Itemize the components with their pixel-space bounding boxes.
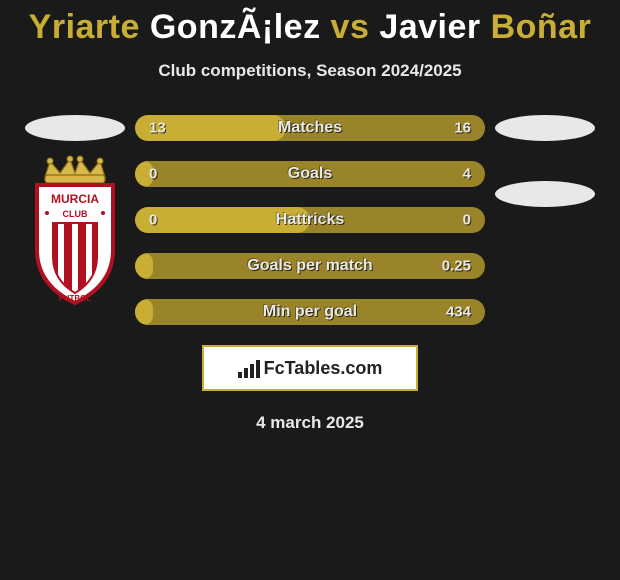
stat-right-value: 434 [446, 304, 471, 321]
crest-text-bottom: FUTBOL [59, 294, 92, 303]
stat-right-value: 0.25 [442, 258, 471, 275]
club-crest: MURCIA CLUB FUTBOL [25, 155, 125, 305]
crest-text-mid: CLUB [63, 209, 88, 219]
subtitle: Club competitions, Season 2024/2025 [0, 61, 620, 81]
stat-right-value: 4 [463, 166, 471, 183]
stat-label: Matches [278, 119, 342, 137]
player2-avatar-placeholder [495, 115, 595, 141]
title-player1-first: Yriarte [29, 8, 140, 46]
player2-club-placeholder [495, 181, 595, 207]
stat-right-value: 16 [454, 120, 471, 137]
stat-label: Goals per match [247, 257, 372, 275]
shield-icon: MURCIA CLUB FUTBOL [25, 155, 125, 305]
stat-bar: 0 Goals 4 [135, 161, 485, 187]
stat-bar-fill [135, 253, 153, 279]
source-logo-box[interactable]: FcTables.com [202, 345, 418, 391]
crown-icon [45, 156, 105, 183]
right-side [485, 115, 605, 207]
page-title: Yriarte GonzÃ¡lez vs Javier Boñar [0, 0, 620, 47]
stat-bar: 13 Matches 16 [135, 115, 485, 141]
comparison-card: Yriarte GonzÃ¡lez vs Javier Boñar Club c… [0, 0, 620, 433]
title-player2-first: Javier [379, 8, 480, 46]
stat-bar: Goals per match 0.25 [135, 253, 485, 279]
stat-bar-fill [135, 299, 153, 325]
stat-label: Hattricks [276, 211, 344, 229]
stat-bar: 0 Hattricks 0 [135, 207, 485, 233]
main-row: MURCIA CLUB FUTBOL 13 Matches 16 0 Goals 4 0 Ha… [0, 115, 620, 325]
stat-bars: 13 Matches 16 0 Goals 4 0 Hattricks 0 Goals per m… [135, 115, 485, 325]
stat-right-value: 0 [463, 212, 471, 229]
stat-left-value: 0 [149, 166, 157, 183]
left-side: MURCIA CLUB FUTBOL [15, 115, 135, 305]
player1-avatar-placeholder [25, 115, 125, 141]
bar-chart-icon [238, 358, 260, 378]
stat-label: Min per goal [263, 303, 357, 321]
title-vs: vs [331, 8, 370, 46]
title-player1-last: GonzÃ¡lez [150, 8, 321, 46]
crest-text-top: MURCIA [51, 192, 99, 206]
date-label: 4 march 2025 [0, 413, 620, 433]
stat-bar: Min per goal 434 [135, 299, 485, 325]
source-logo-text: FcTables.com [264, 358, 383, 379]
title-player2-last: Boñar [491, 8, 592, 46]
stat-label: Goals [288, 165, 332, 183]
stat-left-value: 0 [149, 212, 157, 229]
stat-left-value: 13 [149, 120, 166, 137]
